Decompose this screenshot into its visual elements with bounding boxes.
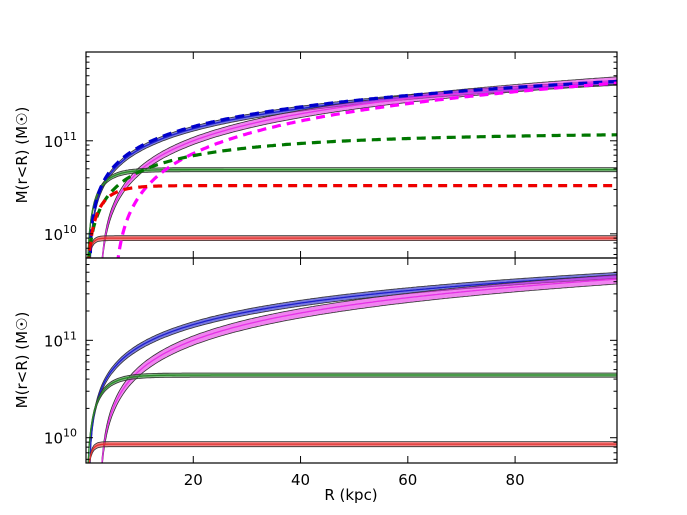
y-tick-mantissa: 10 — [44, 332, 63, 350]
x-tick-label: 40 — [291, 471, 310, 489]
bottom-gas-line — [88, 443, 617, 463]
bottom-stellar-band — [87, 372, 617, 463]
y-tick-mantissa: 10 — [44, 430, 63, 448]
bottom-plot-area — [87, 271, 617, 463]
bottom-y-axis-label: M(r<R) (M☉) — [13, 312, 31, 409]
top-gas-model--dashed-line — [87, 184, 617, 258]
top-dark-matter-band — [101, 76, 617, 258]
bottom-y-tick-label: 1011 — [44, 329, 77, 350]
x-tick-label: 80 — [506, 471, 525, 489]
top-total-line — [89, 82, 617, 258]
top-plot-area — [87, 76, 617, 258]
top-y-tick-label: 1010 — [44, 223, 77, 244]
y-tick-exponent: 10 — [63, 223, 77, 236]
bottom-dark-matter-line — [101, 278, 617, 463]
top-gas-line — [88, 237, 617, 258]
bottom-axes-frame — [85, 257, 618, 464]
top-dark-matter-model--dashed-line — [116, 81, 617, 258]
y-tick-mantissa: 10 — [44, 226, 63, 244]
top-y-tick-label: 1011 — [44, 130, 77, 151]
bottom-stellar-line — [87, 374, 617, 463]
top-y-axis-label: M(r<R) (M☉) — [13, 107, 31, 204]
x-tick-label: 20 — [184, 471, 203, 489]
top-y-ticks — [86, 51, 617, 255]
x-axis-label: R (kpc) — [324, 486, 377, 504]
bottom-y-axis-label-text: M(r<R) (M☉) — [13, 312, 31, 409]
bottom-gas-band — [88, 441, 617, 463]
y-tick-mantissa: 10 — [44, 133, 63, 151]
top-y-axis-label-text: M(r<R) (M☉) — [13, 107, 31, 204]
bottom-y-ticks — [86, 257, 617, 460]
top-total-model--dashed-line — [88, 79, 617, 258]
y-tick-exponent: 11 — [63, 130, 77, 143]
x-tick-label: 60 — [398, 471, 417, 489]
top-stellar-line — [87, 168, 617, 258]
top-stellar-band — [87, 167, 617, 258]
bottom-dark-matter-band — [101, 274, 617, 463]
top-total-band — [89, 79, 617, 258]
bottom-total-band — [89, 271, 617, 463]
bottom-y-tick-label: 1010 — [44, 427, 77, 448]
bottom-total-line — [89, 274, 617, 463]
y-tick-exponent: 10 — [63, 427, 77, 440]
top-stellar-model--dashed-line — [87, 133, 617, 258]
y-tick-exponent: 11 — [63, 329, 77, 342]
top-dark-matter-line — [101, 79, 617, 258]
top-gas-band — [88, 235, 617, 258]
